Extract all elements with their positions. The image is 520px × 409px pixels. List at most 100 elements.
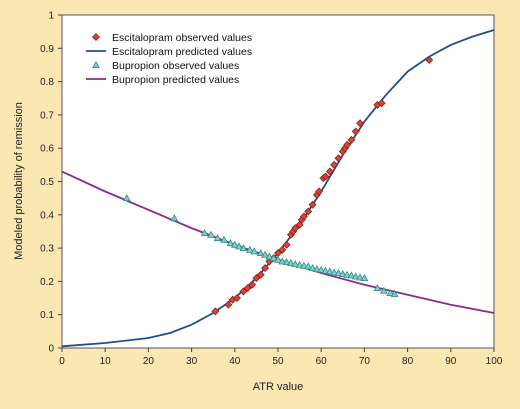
- bupropion-observed-values-point: [334, 269, 343, 277]
- bupropion-observed-values-point: [356, 273, 364, 281]
- x-tick-label: 100: [486, 356, 503, 367]
- x-tick-label: 50: [272, 356, 284, 367]
- escitalopram-observed-values-point: [299, 212, 308, 221]
- y-axis-label: Modeled probability of remission: [13, 102, 25, 260]
- escitalopram-observed-values-point: [425, 55, 434, 64]
- escitalopram-observed-values-point: [211, 307, 220, 316]
- y-tick-label: 0.7: [40, 110, 54, 121]
- x-tick-label: 60: [316, 356, 328, 367]
- bupropion-observed-values-point: [170, 214, 179, 222]
- escitalopram-observed-values-point: [347, 135, 356, 144]
- legend-escitalopram-observed-values-label: Escitalopram observed values: [112, 32, 252, 44]
- bupropion-observed-values-point: [207, 230, 215, 238]
- escitalopram-observed-values-point: [304, 207, 313, 216]
- escitalopram-observed-values-point: [343, 140, 352, 149]
- bupropion-observed-values-point: [321, 266, 330, 274]
- bupropion-observed-values-point: [239, 244, 248, 252]
- bupropion-observed-values-point: [304, 262, 313, 270]
- bupropion-observed-values-point: [122, 194, 131, 202]
- plot-area: [61, 14, 495, 349]
- bupropion-observed-values-point: [390, 290, 399, 298]
- x-tick-label: 40: [229, 356, 241, 367]
- escitalopram-observed-values-point: [330, 160, 339, 169]
- bupropion-observed-values-point: [373, 284, 382, 292]
- y-tick-label: 0.2: [40, 277, 54, 288]
- y-tick-label: 0.8: [40, 77, 54, 88]
- legend-bupropion-observed-values-swatch: [92, 60, 100, 68]
- bupropion-observed-values-point: [226, 239, 235, 247]
- bupropion-observed-values-point: [308, 264, 317, 272]
- y-tick-label: 1: [48, 11, 54, 22]
- y-tick-label: 0.4: [40, 210, 54, 221]
- bupropion-observed-values-point: [379, 286, 388, 294]
- escitalopram-observed-values-point: [248, 280, 257, 289]
- bupropion-observed-values-point: [325, 267, 334, 275]
- bupropion-observed-values-point: [343, 270, 351, 278]
- escitalopram-observed-values-point: [356, 119, 365, 128]
- x-axis-label: ATR value: [253, 381, 304, 393]
- escitalopram-observed-values-point: [278, 245, 287, 254]
- bupropion-observed-values-point: [246, 245, 254, 253]
- bupropion-observed-values-point: [261, 250, 269, 258]
- x-tick-label: 80: [402, 356, 414, 367]
- bupropion-observed-values-point: [317, 265, 326, 273]
- x-tick-label: 70: [359, 356, 371, 367]
- bupropion-observed-values-point: [338, 270, 347, 278]
- bupropion-observed-values-point: [313, 265, 321, 273]
- legend-escitalopram-predicted-values-label: Escitalopram predicted values: [112, 46, 252, 58]
- y-tick-label: 0: [48, 344, 54, 355]
- escitalopram-observed-values-point: [308, 200, 317, 209]
- y-tick-label: 0.9: [40, 44, 54, 55]
- escitalopram-observed-values-point: [261, 264, 270, 273]
- escitalopram-observed-values-point: [282, 240, 291, 249]
- bupropion-observed-values-point: [330, 268, 339, 276]
- bupropion-observed-values-point: [287, 259, 295, 267]
- bupropion-observed-values-point: [300, 261, 308, 269]
- escitalopram-observed-values-point: [252, 274, 261, 283]
- bupropion-observed-values-point: [220, 235, 228, 243]
- escitalopram-observed-values-point: [325, 167, 334, 176]
- bupropion-observed-values-point: [274, 255, 282, 263]
- x-tick-label: 0: [59, 356, 65, 367]
- escitalopram-observed-values-point: [377, 99, 386, 108]
- y-tick-label: 0.5: [40, 177, 54, 188]
- bupropion-observed-values-point: [386, 289, 395, 297]
- x-tick-label: 10: [100, 356, 112, 367]
- x-tick-label: 30: [186, 356, 198, 367]
- bupropion-observed-values-point: [291, 260, 300, 268]
- x-axis: 0 10 20 30 40 50 60 70 80 90 100: [59, 348, 503, 367]
- bupropion-observed-values-point: [278, 257, 287, 265]
- bupropion-observed-values-point: [295, 260, 304, 268]
- y-tick-label: 0.3: [40, 244, 54, 255]
- escitalopram-observed-values-point: [315, 187, 324, 196]
- y-tick-label: 0.1: [40, 310, 54, 321]
- bupropion-observed-values-point: [282, 258, 291, 266]
- x-tick-label: 20: [143, 356, 155, 367]
- bupropion-observed-values-point: [360, 274, 369, 282]
- legend: Escitalopram observed values Escitalopram…: [86, 32, 252, 86]
- bupropion-observed-values-point: [230, 240, 239, 248]
- bupropion-observed-values-point: [250, 247, 259, 255]
- series-layer: [61, 29, 495, 348]
- bupropion-observed-values-point: [269, 254, 278, 262]
- x-tick-label: 90: [445, 356, 457, 367]
- y-axis: 0 0.1 0.2 0.3 0.4 0.5 0.6 0.7 0.8 0.9 1: [40, 11, 62, 355]
- bupropion-observed-values-point: [347, 271, 356, 279]
- legend-bupropion-predicted-values-label: Bupropion predicted values: [112, 74, 239, 86]
- escitalopram-observed-values-point: [291, 224, 300, 233]
- escitalopram-observed-values-point: [232, 294, 241, 303]
- escitalopram-observed-values-point: [239, 287, 248, 296]
- y-tick-label: 0.6: [40, 144, 54, 155]
- legend-bupropion-observed-values-label: Bupropion observed values: [112, 60, 239, 72]
- escitalopram-observed-values-point: [224, 300, 233, 309]
- escitalopram-observed-values-point: [334, 154, 343, 163]
- bupropion-observed-values-point: [235, 242, 243, 250]
- escitalopram-observed-values-point: [321, 172, 330, 181]
- bupropion-observed-values-point: [200, 229, 209, 237]
- escitalopram-observed-values-point: [243, 284, 252, 293]
- escitalopram-observed-values-point: [256, 270, 265, 279]
- legend-escitalopram-observed-values-swatch: [92, 33, 100, 41]
- bupropion-observed-values-point: [213, 234, 222, 242]
- escitalopram-observed-values-point: [351, 127, 360, 136]
